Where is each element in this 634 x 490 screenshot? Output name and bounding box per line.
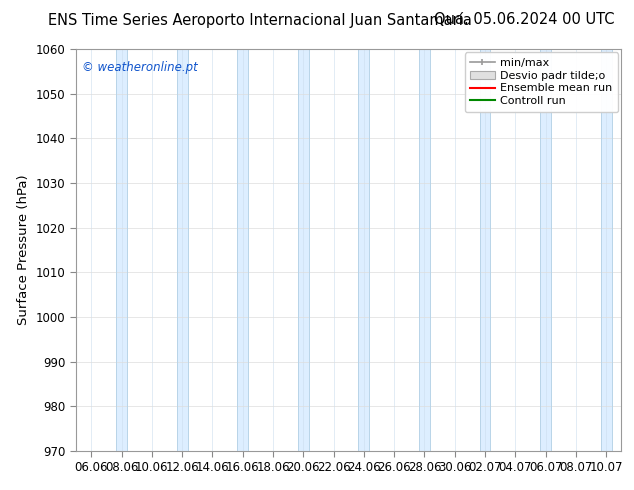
Text: ENS Time Series Aeroporto Internacional Juan Santamaría: ENS Time Series Aeroporto Internacional …	[48, 12, 472, 28]
Bar	[116, 49, 127, 451]
Text: Qua. 05.06.2024 00 UTC: Qua. 05.06.2024 00 UTC	[434, 12, 615, 27]
Bar	[479, 49, 491, 451]
Bar	[601, 49, 612, 451]
Bar	[358, 49, 369, 451]
Y-axis label: Surface Pressure (hPa): Surface Pressure (hPa)	[17, 174, 30, 325]
Bar	[540, 49, 551, 451]
Bar	[237, 49, 248, 451]
Bar	[298, 49, 309, 451]
Bar	[419, 49, 430, 451]
Text: © weatheronline.pt: © weatheronline.pt	[82, 61, 197, 74]
Legend: min/max, Desvio padr tilde;o, Ensemble mean run, Controll run: min/max, Desvio padr tilde;o, Ensemble m…	[465, 52, 618, 112]
Bar	[177, 49, 188, 451]
